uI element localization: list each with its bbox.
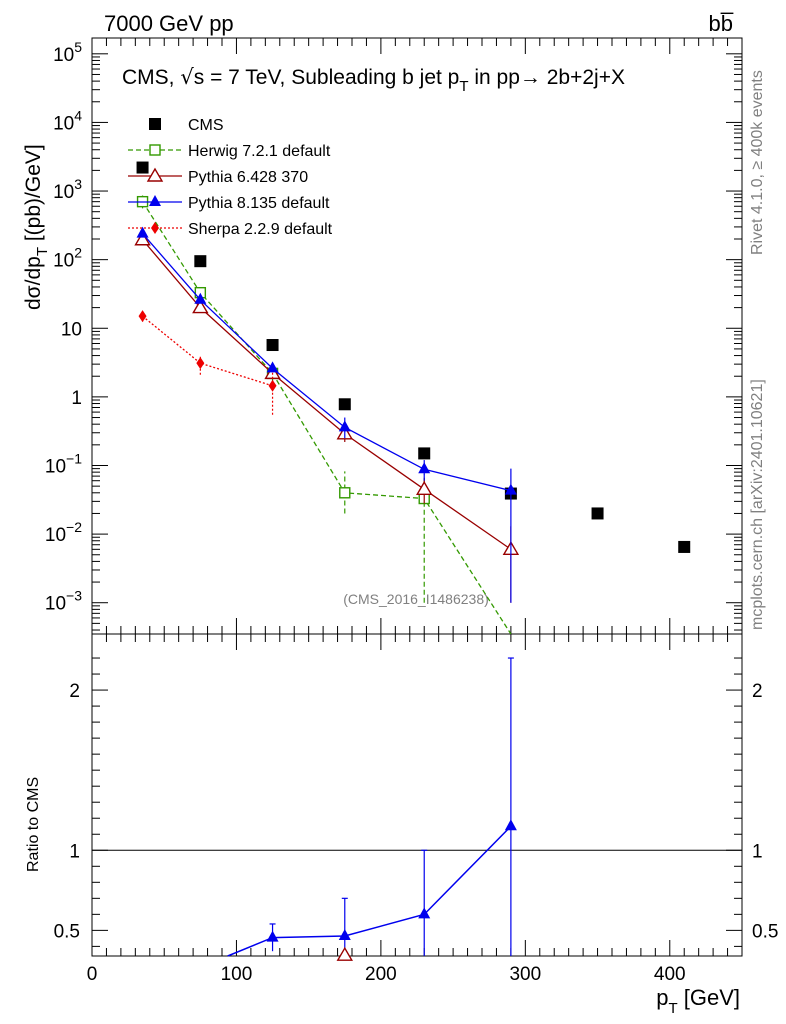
analysis-watermark: (CMS_2016_I1486238): [343, 591, 489, 607]
legend-item-cms: CMS: [149, 117, 224, 134]
legend-label: CMS: [188, 117, 224, 134]
data-point: [266, 339, 279, 352]
data-point: [504, 483, 517, 495]
series-pythia8: [136, 226, 517, 603]
legend-label: Pythia 8.135 default: [188, 195, 330, 212]
data-point: [268, 379, 277, 392]
ratio-y-tick-label: 1: [69, 841, 80, 862]
legend: CMS Herwig 7.2.1 default Pythia 6.428 370 P…: [128, 117, 333, 238]
ratio-series-pythia8: [227, 657, 517, 957]
y-tick-exponent: 4: [74, 107, 82, 123]
ratio-y-tick-label: 2: [69, 681, 80, 702]
series-line-pythia6: [142, 239, 512, 550]
ratio-point: [336, 946, 353, 961]
y-tick-label: 103: [53, 176, 82, 203]
data-point: [338, 398, 351, 411]
mcplots-label: mcplots.cern.ch [arXiv:2401.10621]: [749, 379, 766, 630]
ratio-point: [266, 930, 279, 942]
collision-label: 7000 GeV pp: [104, 11, 234, 36]
main-title-text: CMS, √s = 7 TeV, Subleading b jet pT in …: [122, 65, 625, 95]
data-point: [418, 462, 431, 474]
data-point: [196, 357, 205, 370]
y-tick-label: 10−3: [45, 588, 82, 615]
legend-item-pythia6: Pythia 6.428 370: [128, 167, 308, 186]
data-point: [192, 299, 209, 314]
main-y-axis-label: dσ/dpT [(pb)/GeV]: [22, 144, 51, 310]
x-tick-label: 200: [365, 964, 397, 985]
legend-item-pythia8: Pythia 8.135 default: [128, 195, 330, 212]
y-tick-label: 102: [53, 245, 82, 272]
ratio-y-axis-label: Ratio to CMS: [25, 777, 42, 872]
x-tick-label: 400: [654, 964, 686, 985]
data-point: [136, 226, 149, 238]
ratio-point: [338, 928, 351, 940]
series-line-sherpa: [142, 315, 273, 387]
ratio-point: [418, 907, 431, 919]
y-tick-label: 104: [53, 107, 82, 134]
data-point: [136, 161, 149, 174]
legend-marker: [149, 118, 161, 130]
x-tick-label: 0: [87, 964, 98, 985]
x-axis-label: pT [GeV]: [656, 985, 740, 1017]
x-tick-label: 300: [509, 964, 541, 985]
data-point: [134, 231, 151, 246]
legend-label: Sherpa 2.2.9 default: [188, 221, 333, 238]
data-point: [194, 292, 207, 304]
legend-item-herwig: Herwig 7.2.1 default: [128, 143, 331, 160]
y-tick-label: 105: [53, 39, 82, 66]
data-point: [339, 487, 351, 499]
ratio-y-tick-label: 0.5: [54, 921, 80, 942]
y-tick-label: 1: [71, 388, 82, 409]
data-point: [138, 310, 147, 323]
legend-marker: [151, 222, 159, 234]
process-label: bb̅: [709, 11, 734, 36]
ratio-y-tick-label-right: 2: [752, 681, 763, 702]
y-tick-exponent: 3: [74, 176, 82, 192]
legend-marker: [149, 144, 161, 156]
data-point: [266, 361, 279, 373]
legend-marker: [146, 167, 164, 182]
series-herwig: [136, 195, 512, 635]
series-layer: [134, 161, 691, 961]
y-tick-exponent: −2: [66, 519, 82, 535]
data-point: [418, 447, 431, 460]
y-tick-exponent: −1: [66, 450, 82, 466]
legend-item-sherpa: Sherpa 2.2.9 default: [128, 221, 333, 238]
y-tick-exponent: 2: [74, 245, 82, 261]
series-sherpa: [138, 310, 277, 415]
data-point: [416, 480, 433, 495]
data-point: [194, 255, 207, 268]
y-tick-label: 10−2: [45, 519, 82, 546]
main-title: CMS, √s = 7 TeV, Subleading b jet pT in …: [122, 65, 625, 95]
y-tick-label: 10: [61, 319, 82, 340]
x-tick-label: 100: [221, 964, 253, 985]
legend-label: Herwig 7.2.1 default: [188, 143, 331, 160]
series-line-pythia8: [142, 233, 512, 492]
legend-marker: [149, 195, 161, 206]
y-tick-exponent: 5: [74, 39, 82, 55]
data-point: [591, 507, 604, 520]
ratio-y-tick-label-right: 1: [752, 841, 763, 862]
legend-label: Pythia 6.428 370: [188, 169, 308, 186]
ratio-y-tick-label-right: 0.5: [752, 921, 778, 942]
y-tick-exponent: −3: [66, 588, 82, 604]
data-point: [338, 420, 351, 432]
y-tick-label: 10−1: [45, 450, 82, 477]
ratio-point: [504, 819, 517, 831]
rivet-label: Rivet 4.1.0, ≥ 400k events: [749, 70, 766, 255]
series-line-herwig: [142, 201, 512, 635]
axes-group: 0 100 200 300 400 10−3 10−2 10−1 1 10 102 103 104 105…: [45, 38, 778, 985]
data-point: [678, 540, 691, 553]
ratio-series-pythia6: [336, 946, 353, 961]
series-pythia6: [134, 231, 520, 603]
ratio-plot-frame: [91, 633, 743, 957]
